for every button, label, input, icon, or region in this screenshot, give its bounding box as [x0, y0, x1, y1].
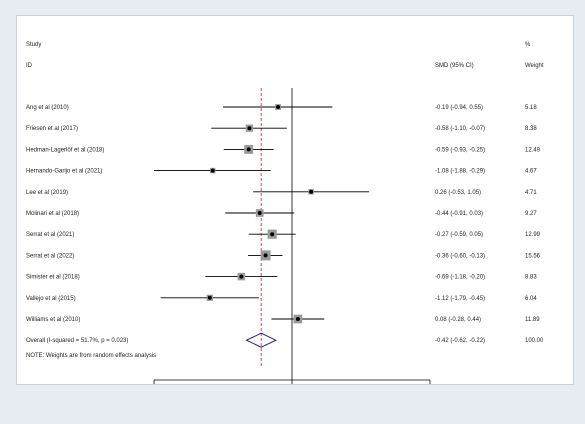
ci-text: -0.19 (-0.94, 0.55)	[435, 105, 483, 111]
weight-text: 9.27	[525, 211, 537, 217]
overall-ci-text: -0.42 (-0.62, -0.22)	[435, 338, 485, 344]
overall-diamond	[245, 332, 278, 348]
study-name: Serrat et al (2021)	[26, 232, 74, 238]
ci-text: -0.58 (-1.10, -0.07)	[435, 126, 485, 132]
overall-label: Overall (I-squared = 51.7%, p = 0.023)	[26, 338, 128, 344]
header-study: Study	[26, 42, 41, 48]
study-name: Hedman-Lagerlöf et al (2018)	[26, 147, 104, 153]
weight-text: 4.71	[525, 190, 537, 196]
forest-plot: Study ID SMD (95% CI)% Weight Ang et al (201…	[26, 42, 544, 384]
weight-text: 5.18	[525, 105, 537, 111]
point-estimate	[210, 168, 215, 173]
ci-text: 0.26 (-0.53, 1.05)	[435, 190, 481, 196]
weight-text: 8.83	[525, 275, 537, 281]
study-name: Serrat et al (2022)	[26, 253, 74, 259]
ci-text: -0.36 (-0.60, -0.13)	[435, 253, 485, 259]
point-estimate	[263, 253, 268, 258]
header-weight: Weight	[525, 63, 544, 69]
study-name: Vallejo et al (2015)	[26, 296, 76, 302]
study-name: Williams et al (2010)	[26, 317, 80, 323]
point-estimate	[247, 126, 252, 131]
point-estimate	[276, 105, 281, 109]
header-id: ID	[26, 63, 33, 69]
header-smd: SMD (95% CI)	[435, 63, 474, 69]
study-name: Hernando-Garijo et al (2021)	[26, 169, 102, 175]
overall-weight-text: 100.00	[525, 338, 544, 344]
weight-text: 11.89	[525, 317, 540, 323]
point-estimate	[270, 232, 275, 237]
point-estimate	[295, 317, 300, 321]
weight-text: 4.67	[525, 169, 537, 175]
ci-text: -1.12 (-1.79, -0.45)	[435, 296, 485, 302]
header-percent: %	[525, 42, 531, 48]
ci-text: -0.44 (-0.91, 0.03)	[435, 211, 483, 217]
study-name: Ang et al (2010)	[26, 105, 69, 111]
ci-text: 0.08 (-0.28, 0.44)	[435, 317, 481, 323]
study-name: Simister et al (2018)	[26, 275, 80, 281]
study-name: Friesen et al (2017)	[26, 126, 78, 132]
ci-text: -0.27 (-0.59, 0.05)	[435, 232, 483, 238]
point-estimate	[207, 295, 212, 300]
ci-text: -1.08 (-1.88, -0.29)	[435, 169, 485, 175]
weight-text: 8.38	[525, 126, 537, 132]
ci-text: -0.59 (-0.93, -0.25)	[435, 147, 485, 153]
weight-text: 12.49	[525, 147, 541, 153]
point-estimate	[309, 189, 314, 194]
point-estimate	[257, 211, 262, 215]
weight-text: 6.04	[525, 296, 537, 302]
forest-plot-panel: Study ID SMD (95% CI)% Weight Ang et al (201…	[16, 15, 574, 385]
point-estimate	[239, 274, 244, 279]
weights-note: NOTE: Weights are from random effects an…	[26, 353, 156, 359]
weight-text: 12.99	[525, 232, 541, 238]
study-name: Molinari et al (2018)	[26, 211, 79, 217]
weight-text: 15.56	[525, 253, 541, 259]
ci-text: -0.69 (-1.18, -0.20)	[435, 275, 485, 281]
study-name: Lee et al (2019)	[26, 190, 68, 196]
point-estimate	[246, 147, 251, 152]
